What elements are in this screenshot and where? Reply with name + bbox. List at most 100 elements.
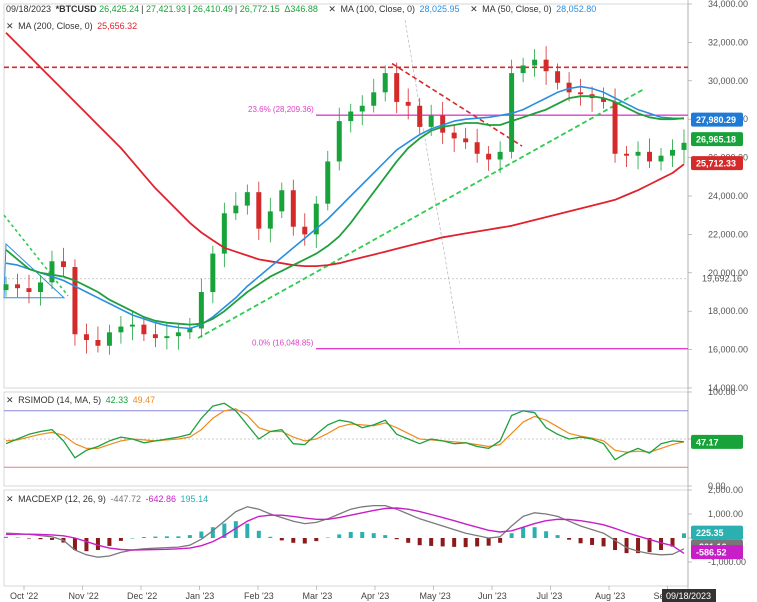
fib-236-label: 23.6% (28,209.36) [248, 105, 314, 114]
ma200-legend-value: 25,656.32 [97, 21, 138, 31]
macd-hist-bar [429, 538, 434, 546]
candle-body [428, 115, 434, 127]
rsi-legend-v1: 42.33 [105, 395, 129, 405]
macd-hist-bar [406, 538, 411, 543]
candle-body [555, 71, 561, 83]
ma200-badge [691, 156, 743, 171]
candle-body [566, 82, 572, 93]
candle-body [440, 115, 446, 133]
macd-hist-bar [624, 538, 629, 554]
macd-legend-v3: 195.14 [180, 494, 209, 504]
legend-change: Δ346.88 [284, 4, 318, 14]
y-tick-label: 14,000.00 [708, 383, 748, 393]
macd-signal-badge-text: -586.52 [696, 548, 727, 558]
macd-legend-v2: -642.86 [145, 494, 177, 504]
candle-body [681, 142, 687, 150]
candle-body [348, 111, 354, 122]
badge-layer: 27,980.29 26,965.18 25,712.33 19,692.16 47.1… [662, 112, 743, 602]
macd-hist-bar [245, 523, 250, 538]
macd-hist-bar [601, 538, 606, 547]
rsi-legend: ✕ RSIMOD (14, MA, 5) 42.33 49.47 [6, 395, 157, 406]
rsi-legend-v2: 49.47 [132, 395, 156, 405]
rsi-legend-label: RSIMOD (14, MA, 5) [18, 395, 102, 405]
ma50-badge-text: 27,980.29 [696, 115, 736, 125]
axis-layer: 14,000.00 16,000.00 18,000.00 20,000.00 22,0… [10, 0, 748, 601]
x-tick-label: Feb '23 [244, 591, 274, 601]
candle-body [95, 340, 101, 346]
candle-body [394, 73, 400, 102]
macd-hist-bar [394, 538, 399, 540]
macd-hist-bar [371, 533, 376, 538]
candle-body [290, 190, 296, 227]
macd-hist-bar [498, 538, 503, 543]
ma200-line [5, 32, 685, 268]
rsi-ma-line [5, 408, 685, 453]
macd-hist-bar [544, 531, 549, 538]
price-panel-frame [3, 3, 689, 389]
ma200-legend-marker: ✕ [6, 21, 14, 31]
x-tick-label: May '23 [420, 591, 451, 601]
macd-hist-bar [567, 538, 572, 540]
candle-body [612, 101, 618, 154]
macd-hist-bar [176, 536, 181, 538]
macd-hist-bar [107, 538, 112, 546]
date-badge [662, 589, 716, 602]
y-tick-label: 1,000.00 [708, 509, 743, 519]
macd-hist-bar [486, 538, 491, 546]
macd-hist-bar [348, 532, 353, 538]
macd-hist-bar [164, 536, 169, 538]
candle-body [72, 267, 78, 335]
macd-hist-badge [691, 525, 743, 540]
y-tick-label: -1,000.00 [708, 557, 746, 567]
macd-hist-bar [222, 523, 227, 538]
candle-body [187, 328, 193, 333]
y-tick-label: 30,000.00 [708, 76, 748, 86]
rsi-line [5, 402, 685, 461]
candle-body [520, 65, 526, 74]
candle-body [141, 324, 147, 335]
legend-symbol: *BTCUSD [55, 4, 97, 14]
candle-body [118, 326, 124, 333]
candle-body [647, 151, 653, 162]
x-tick-label: Dec '22 [127, 591, 157, 601]
macd-hist-bar [452, 538, 457, 547]
macd-signal-badge [691, 545, 743, 560]
macd-hist-bar [647, 538, 652, 553]
ma50-line [5, 95, 685, 326]
rsi-badge [691, 434, 743, 449]
macd-hist-bar [475, 538, 480, 547]
macd-hist-bar [521, 527, 526, 538]
candle-body [336, 121, 342, 162]
macd-hist-bar [659, 538, 664, 550]
macd-hist-bar [670, 538, 675, 547]
gann-line [404, 19, 461, 347]
candle-body [405, 101, 411, 106]
macd-hist-bar [509, 533, 514, 538]
macd-hist-bar [532, 527, 537, 538]
macd-hist-bar [268, 536, 273, 538]
macd-hist-bar [360, 532, 365, 538]
candle-body [14, 284, 20, 289]
macd-hist-bar [153, 536, 158, 538]
early-trend-line [3, 214, 69, 297]
candle-body [417, 105, 423, 127]
macd-hist-bar [199, 531, 204, 538]
candle-body [106, 332, 112, 346]
candle-body [302, 226, 308, 235]
uptrend-line [197, 87, 646, 339]
candle-body [233, 205, 239, 214]
x-tick-label: Jun '23 [478, 591, 507, 601]
y-tick-label: 34,000.00 [708, 0, 748, 9]
ma100-legend-value: 28,025.95 [419, 4, 460, 14]
y-tick-label: 100.00 [708, 387, 736, 397]
macd-hist-bar [463, 538, 468, 548]
y-tick-label: 2,000.00 [708, 485, 743, 495]
rsi-panel [4, 402, 688, 468]
candle-body [371, 92, 377, 106]
candle-body [359, 105, 365, 112]
y-tick-label: 32,000.00 [708, 37, 748, 47]
ma50-badge [691, 112, 743, 127]
macd-hist-bar [26, 538, 31, 539]
candle-body [635, 151, 641, 156]
ma100-legend-marker: ✕ [328, 4, 336, 14]
